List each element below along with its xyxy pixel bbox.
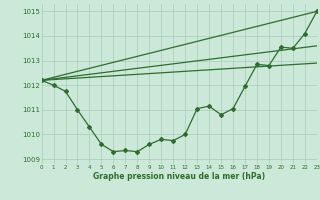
X-axis label: Graphe pression niveau de la mer (hPa): Graphe pression niveau de la mer (hPa) bbox=[93, 172, 265, 181]
